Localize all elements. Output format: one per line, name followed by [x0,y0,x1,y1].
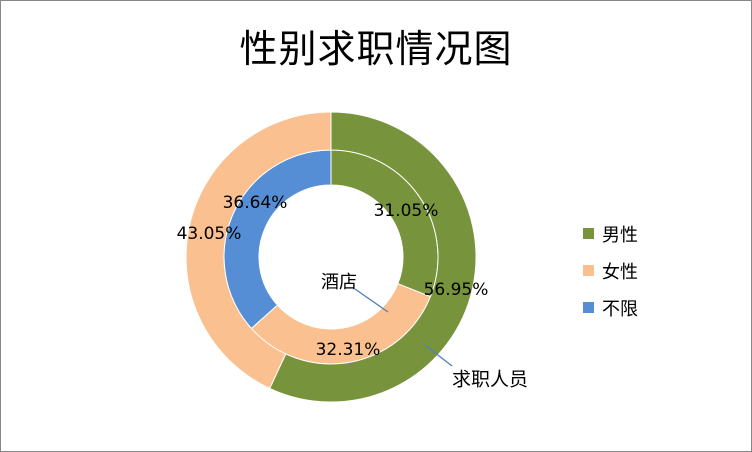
outer-series-leader-line [424,344,453,367]
legend-swatch-female [583,265,594,276]
inner-data-label-unlimited: 36.64% [223,193,288,213]
legend-swatch-unlimited [583,302,594,313]
legend-item-unlimited: 不限 [583,289,638,326]
inner-data-label-female: 32.31% [316,340,381,360]
chart-title: 性别求职情况图 [239,27,513,71]
outer-series-name-label: 求职人员 [452,369,528,391]
outer-ring-slice-female [185,111,332,390]
legend-swatch-male [583,228,594,239]
outer-data-label-female: 43.05% [177,224,242,244]
outer-ring-slice-male [269,111,477,403]
legend-label-male: 男性 [602,224,638,246]
legend-item-female: 女性 [583,252,638,289]
outer-data-label-male: 56.95% [424,280,489,300]
legend-label-unlimited: 不限 [602,298,638,320]
legend: 男性 女性 不限 [583,215,638,326]
inner-series-name-label: 酒店 [321,272,357,293]
inner-data-label-male: 31.05% [374,201,439,221]
legend-label-female: 女性 [602,261,638,283]
inner-series-leader-line [354,288,389,313]
legend-item-male: 男性 [583,215,638,252]
